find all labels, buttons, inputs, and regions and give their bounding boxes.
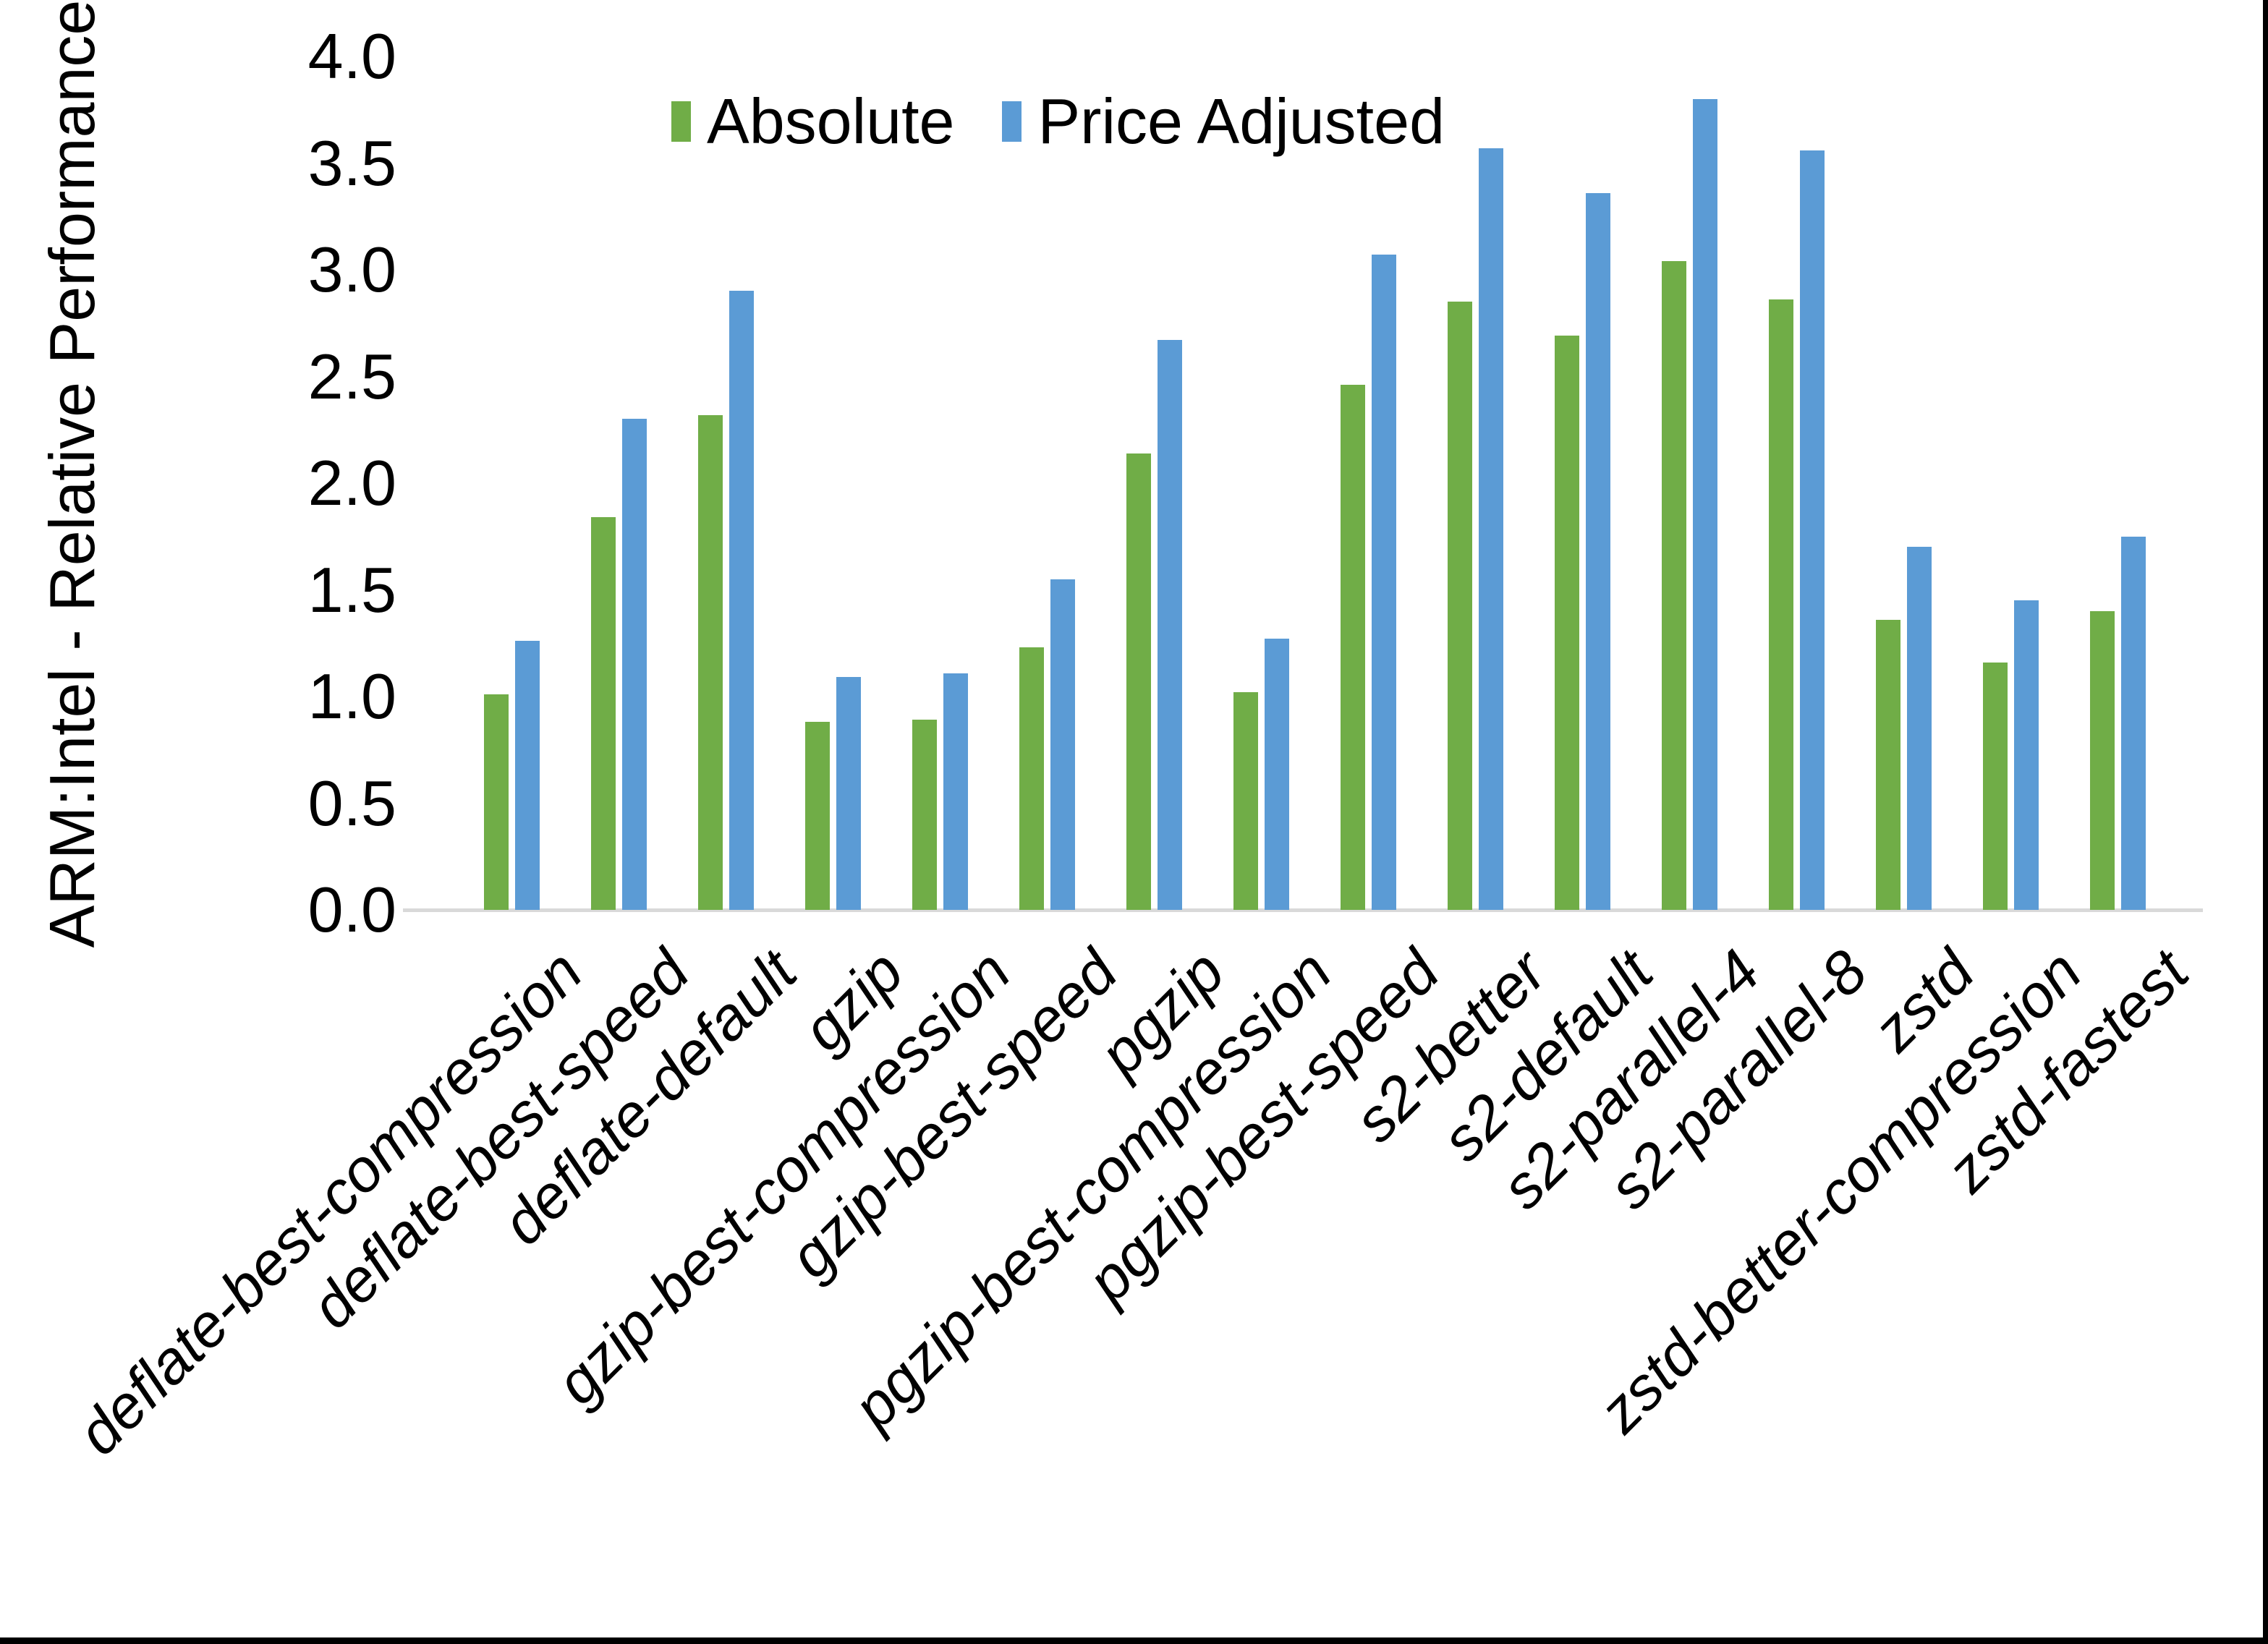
bar-price-adjusted-gzip-best-compression — [943, 673, 968, 910]
bar-absolute-pgzip-best-speed — [1340, 385, 1365, 910]
bar-price-adjusted-deflate-default — [729, 291, 754, 910]
bar-absolute-s2-parallel-8 — [1768, 299, 1793, 910]
bar-price-adjusted-pgzip — [1157, 340, 1182, 910]
bar-absolute-zstd — [1875, 620, 1900, 910]
bar-price-adjusted-zstd-fastest — [2120, 537, 2146, 910]
bar-absolute-gzip-best-speed — [1019, 647, 1044, 910]
bar-absolute-s2-default — [1554, 336, 1579, 910]
bar-price-adjusted-deflate-best-compression — [514, 641, 540, 910]
y-tick-label: 3.0 — [307, 234, 396, 305]
y-tick-label: 0.5 — [307, 767, 396, 839]
legend: Absolute Price Adjusted — [671, 85, 1445, 158]
bar-price-adjusted-gzip — [836, 677, 861, 910]
y-tick-label: 0.0 — [307, 874, 396, 945]
y-tick-label: 2.5 — [307, 340, 396, 412]
legend-swatch-absolute — [671, 101, 691, 142]
y-tick-label: 1.0 — [307, 660, 396, 732]
bar-price-adjusted-zstd — [1906, 547, 1932, 910]
legend-swatch-price-adjusted — [1002, 101, 1022, 142]
bar-price-adjusted-deflate-best-speed — [621, 419, 647, 910]
bar-price-adjusted-s2-better — [1478, 148, 1503, 910]
y-tick-label: 3.5 — [307, 127, 396, 199]
y-axis-title: ARM:Intel - Relative Performance — [36, 0, 108, 948]
window-border-right — [2263, 0, 2268, 1644]
bar-absolute-zstd-fastest — [2089, 611, 2115, 910]
legend-item-absolute: Absolute — [671, 85, 954, 158]
bar-absolute-deflate-best-compression — [483, 694, 509, 910]
bar-price-adjusted-s2-parallel-8 — [1799, 150, 1825, 910]
bar-absolute-gzip-best-compression — [912, 720, 937, 910]
y-tick-label: 4.0 — [307, 20, 396, 92]
bar-absolute-zstd-better-compression — [1982, 663, 2008, 910]
y-tick-label: 2.0 — [307, 447, 396, 519]
bar-absolute-gzip — [804, 722, 830, 910]
bar-price-adjusted-gzip-best-speed — [1050, 579, 1075, 910]
bar-price-adjusted-pgzip-best-compression — [1264, 639, 1289, 910]
window-border-bottom — [0, 1637, 2268, 1644]
legend-item-price-adjusted: Price Adjusted — [1002, 85, 1445, 158]
bar-absolute-deflate-best-speed — [590, 517, 616, 910]
y-tick-label: 1.5 — [307, 553, 396, 626]
bar-absolute-s2-better — [1447, 302, 1472, 910]
bar-price-adjusted-pgzip-best-speed — [1371, 255, 1396, 910]
bar-absolute-deflate-default — [697, 415, 723, 910]
legend-label-price-adjusted: Price Adjusted — [1037, 85, 1445, 157]
bar-absolute-s2-parallel-4 — [1661, 261, 1686, 910]
bar-price-adjusted-s2-parallel-4 — [1692, 99, 1717, 910]
bar-price-adjusted-zstd-better-compression — [2013, 600, 2039, 910]
bar-absolute-pgzip — [1126, 453, 1151, 910]
legend-label-absolute: Absolute — [707, 85, 955, 157]
bar-absolute-pgzip-best-compression — [1233, 692, 1258, 910]
x-axis-line — [403, 908, 2203, 912]
bar-price-adjusted-s2-default — [1585, 193, 1610, 910]
